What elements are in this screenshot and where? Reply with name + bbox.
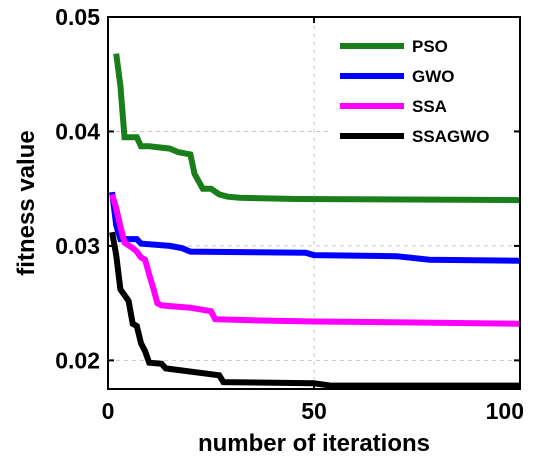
- series-line-ssagwo: [109, 231, 520, 389]
- series-line-ssa: [109, 193, 521, 327]
- grid: [108, 17, 520, 389]
- legend-label-pso: PSO: [412, 37, 448, 56]
- y-tick-label: 0.04: [55, 118, 100, 144]
- y-axis-label: fitness value: [13, 130, 40, 275]
- series-line-gwo: [109, 191, 521, 264]
- legend: PSO GWO SSA SSAGWO: [328, 28, 514, 158]
- x-tick-label: 100: [486, 398, 524, 424]
- y-tick-label: 0.02: [55, 347, 100, 373]
- x-tick-label: 0: [102, 398, 115, 424]
- y-tick-label: 0.05: [55, 4, 100, 30]
- x-axis-ticks: 0 50 100: [102, 17, 524, 424]
- legend-label-gwo: GWO: [412, 67, 455, 86]
- x-tick-label: 50: [301, 398, 327, 424]
- y-tick-label: 0.03: [55, 233, 100, 259]
- x-axis-label: number of iterations: [198, 430, 430, 457]
- series-lines: [109, 53, 521, 389]
- legend-label-ssa: SSA: [412, 97, 447, 116]
- series-line-pso: [113, 53, 521, 204]
- legend-label-ssagwo: SSAGWO: [412, 127, 489, 146]
- y-axis-ticks: 0.02 0.03 0.04 0.05: [55, 4, 520, 373]
